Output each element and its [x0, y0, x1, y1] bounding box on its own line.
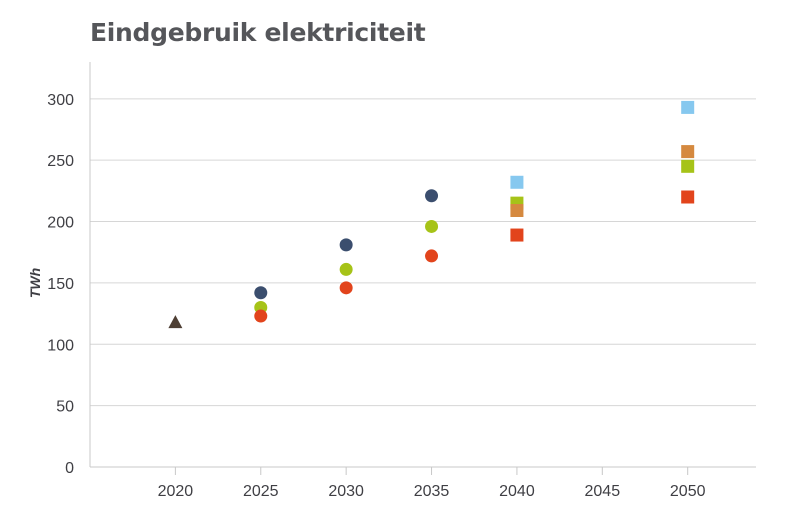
y-tick-label: 0	[65, 460, 74, 477]
data-point-circle	[339, 238, 353, 252]
data-points	[168, 100, 695, 329]
data-point-circle	[254, 309, 268, 323]
x-tick-label: 2040	[499, 483, 535, 500]
y-tick-labels: 0 50 100 150 200 250 300	[47, 92, 74, 477]
y-tick-label: 100	[47, 337, 74, 354]
x-tick-labels: 2020 2025 2030 2035 2040 2045 2050	[158, 483, 706, 500]
data-point-circle	[339, 281, 353, 295]
x-tick-label: 2030	[328, 483, 364, 500]
axes	[89, 62, 756, 475]
data-point-circle	[339, 262, 353, 276]
data-point-square	[681, 100, 695, 114]
data-point-circle	[425, 189, 439, 203]
data-point-square	[681, 190, 695, 204]
data-point-triangle	[168, 315, 183, 329]
grid-lines	[90, 98, 756, 407]
y-tick-label: 300	[47, 92, 74, 109]
y-axis-label: TWh	[27, 268, 43, 298]
x-tick-label: 2035	[414, 483, 450, 500]
data-point-square	[510, 175, 524, 189]
x-tick-label: 2045	[585, 483, 621, 500]
y-tick-label: 250	[47, 153, 74, 170]
data-point-square	[510, 228, 524, 242]
data-point-circle	[425, 219, 439, 233]
x-tick-label: 2050	[670, 483, 706, 500]
y-tick-label: 200	[47, 215, 74, 232]
y-tick-label: 50	[56, 399, 74, 416]
data-point-circle	[254, 286, 268, 300]
data-point-circle	[425, 249, 439, 263]
data-point-square	[681, 145, 695, 159]
y-tick-label: 150	[47, 276, 74, 293]
x-tick-label: 2020	[158, 483, 194, 500]
data-point-square	[510, 204, 524, 217]
chart-title: Eindgebruik elektriciteit	[90, 18, 426, 47]
data-point-square	[681, 159, 695, 173]
x-tick-label: 2025	[243, 483, 279, 500]
